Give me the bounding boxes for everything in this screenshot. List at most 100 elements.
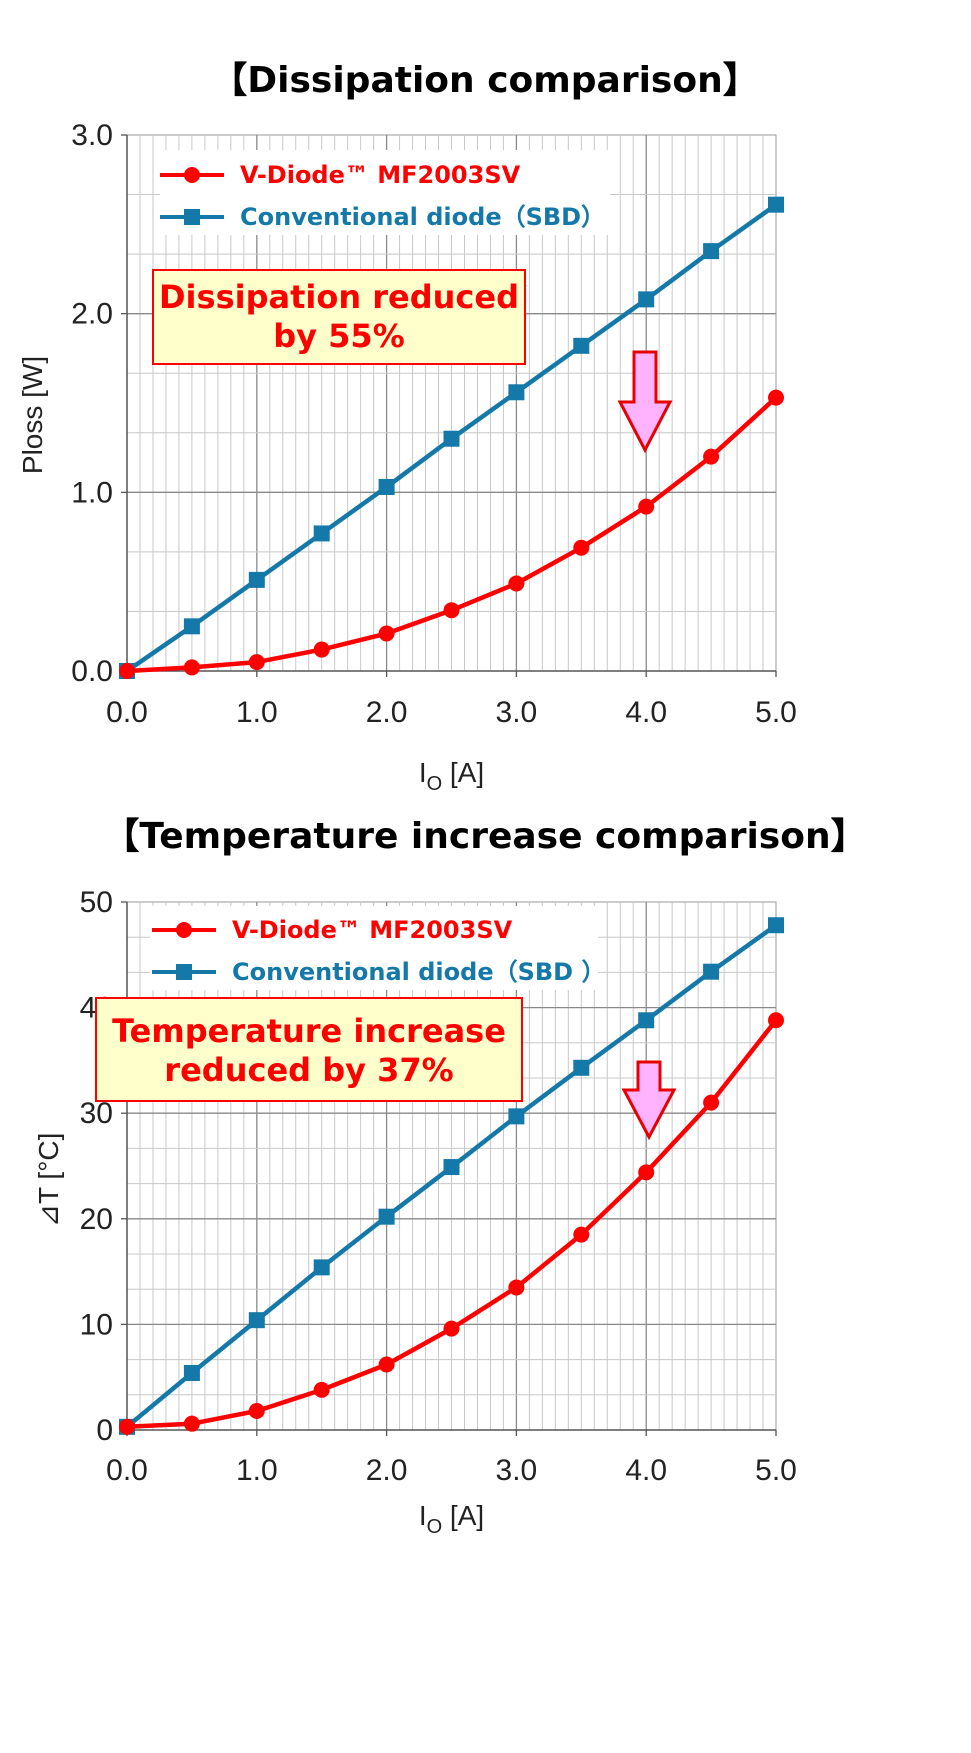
x-tick-label: 5.0 — [755, 1454, 797, 1487]
x-tick-label: 3.0 — [496, 696, 538, 729]
down-arrow-icon — [617, 350, 673, 454]
data-point — [183, 1415, 200, 1432]
dissipation-chart: 【Dissipation comparison】 0.0 1.0 2.0 3.0 4.0 5… — [17, 60, 797, 795]
legend-marker — [184, 209, 200, 225]
y-tick-label: 30 — [80, 1097, 113, 1130]
series-circle — [119, 1012, 784, 1435]
data-point — [573, 1059, 590, 1076]
y-tick-label: 50 — [80, 886, 113, 919]
data-point — [248, 571, 265, 588]
y-tick-label: 0.0 — [71, 655, 113, 688]
y-tick-label: 2.0 — [71, 298, 113, 331]
legend-label: Conventional diode（SBD） — [240, 203, 605, 231]
y-tick-label: 10 — [80, 1308, 113, 1341]
x-axis-label-main: I — [419, 1500, 427, 1531]
data-point — [378, 1208, 395, 1225]
y-tick-label: 1.0 — [71, 476, 113, 509]
data-point — [768, 1012, 784, 1029]
x-tick-label: 5.0 — [755, 696, 797, 729]
legend-marker — [184, 167, 200, 183]
data-point — [119, 1418, 135, 1435]
x-tick-label: 0.0 — [106, 1454, 148, 1487]
data-point — [443, 1320, 460, 1337]
data-point — [638, 498, 655, 515]
x-tick-label: 2.0 — [366, 696, 408, 729]
data-point — [378, 1356, 395, 1373]
series-circle — [119, 389, 784, 679]
x-tick-label: 4.0 — [625, 696, 667, 729]
annotation-box — [152, 269, 526, 365]
legend-label: Conventional diode（SBD ） — [232, 958, 605, 986]
x-tick-label: 1.0 — [236, 1454, 278, 1487]
legend: V-Diode™ MF2003SV Conventional diode（SBD） — [160, 150, 610, 235]
y-axis-label: ⊿T [°C] — [33, 1133, 64, 1228]
data-point — [313, 1381, 330, 1398]
data-point — [248, 654, 265, 671]
x-axis-label: IO [A] — [419, 757, 484, 795]
data-point — [703, 963, 720, 980]
legend: V-Diode™ MF2003SV Conventional diode（SBD … — [150, 906, 605, 990]
chart-title: 【Temperature increase comparison】 — [103, 816, 866, 857]
x-tick-label: 1.0 — [236, 696, 278, 729]
data-point — [508, 384, 525, 401]
x-axis-label-subscript: O — [427, 773, 443, 795]
data-point — [248, 1312, 265, 1329]
data-point — [183, 618, 200, 635]
legend-background — [160, 150, 610, 235]
data-point — [313, 1259, 330, 1276]
y-axis-label: Ploss [W] — [17, 356, 48, 474]
data-point — [703, 243, 720, 260]
x-axis-label-subscript: O — [427, 1516, 443, 1538]
data-point — [183, 659, 200, 676]
data-point — [768, 917, 784, 934]
y-tick-label: 0 — [96, 1414, 113, 1447]
data-point — [638, 291, 655, 308]
data-point — [573, 337, 590, 354]
legend-label: V-Diode™ MF2003SV — [240, 161, 521, 189]
data-point — [703, 448, 720, 465]
data-point — [443, 1159, 460, 1176]
annotation-line: Temperature increase — [112, 1012, 506, 1050]
x-axis-label-unit: [A] — [442, 757, 484, 788]
x-axis-label-unit: [A] — [442, 1500, 484, 1531]
data-point — [508, 1108, 525, 1125]
data-point — [573, 1226, 590, 1243]
legend-background — [150, 906, 598, 990]
data-point — [443, 430, 460, 447]
data-point — [378, 478, 395, 495]
data-point — [638, 1012, 655, 1029]
data-point — [443, 602, 460, 619]
data-point — [573, 539, 590, 556]
data-point — [768, 389, 784, 406]
annotation-box — [95, 997, 523, 1102]
data-point — [508, 1279, 525, 1296]
legend-marker — [176, 922, 192, 938]
x-axis-label: IO [A] — [419, 1500, 484, 1538]
legend-label: V-Diode™ MF2003SV — [232, 916, 513, 944]
data-point — [378, 625, 395, 642]
y-tick-label: 20 — [80, 1203, 113, 1236]
x-tick-label: 2.0 — [366, 1454, 408, 1487]
x-axis-label-main: I — [419, 757, 427, 788]
data-point — [508, 575, 525, 592]
chart-title: 【Dissipation comparison】 — [211, 60, 758, 101]
down-arrow-icon — [621, 1060, 677, 1141]
data-point — [248, 1402, 265, 1419]
data-point — [703, 1094, 720, 1111]
data-point — [768, 196, 784, 213]
y-tick-label: 3.0 — [71, 119, 113, 152]
x-tick-label: 0.0 — [106, 696, 148, 729]
legend-marker — [176, 964, 192, 980]
temperature-chart: 【Temperature increase comparison】 0.0 1.0 2… — [33, 816, 867, 1538]
x-tick-label: 4.0 — [625, 1454, 667, 1487]
data-point — [119, 663, 135, 679]
series-square — [119, 917, 784, 1435]
data-point — [313, 525, 330, 542]
annotation-line: Dissipation reduced — [159, 278, 519, 316]
data-point — [183, 1364, 200, 1381]
data-point — [313, 641, 330, 658]
annotation-line: by 55% — [273, 317, 405, 355]
annotation-line: reduced by 37% — [164, 1051, 453, 1089]
x-tick-label: 3.0 — [496, 1454, 538, 1487]
